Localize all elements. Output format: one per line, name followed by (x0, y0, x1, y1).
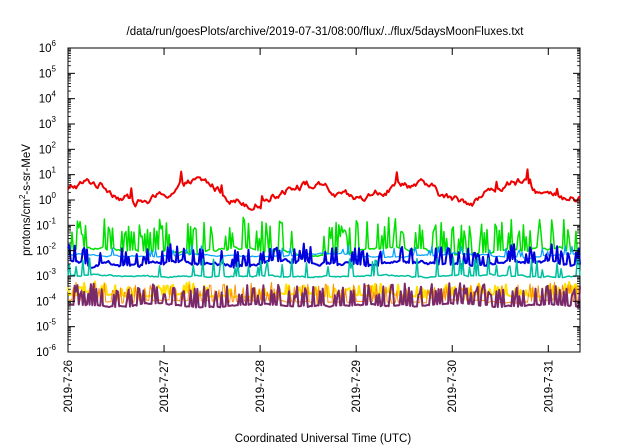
y-axis-label: protons/cm2-s-sr-MeV (18, 144, 33, 256)
y-tick-exp: -2 (49, 242, 57, 251)
y-tick-label: 10-1 (36, 216, 56, 232)
y-tick-label: 102 (39, 140, 57, 156)
y-tick-label: 104 (39, 90, 57, 106)
y-tick-exp: 3 (52, 115, 57, 124)
y-tick-base: 10 (39, 195, 52, 207)
x-tick-label: 2019-7-30 (447, 360, 459, 412)
y-tick-label: 10-5 (36, 318, 56, 334)
y-tick-label: 103 (39, 115, 57, 131)
y-tick-exp: -5 (49, 318, 57, 327)
y-tick-exp: 0 (52, 191, 57, 200)
y-axis-label-main: protons/cm (21, 199, 33, 256)
x-tick-label: 2019-7-28 (255, 360, 267, 412)
y-tick-label: 10-2 (36, 242, 56, 258)
series-line-3 (67, 244, 581, 260)
y-tick-base: 10 (39, 119, 52, 131)
y-tick-exp: -4 (49, 292, 57, 301)
y-axis-label-rest: -s-sr-MeV (21, 144, 33, 195)
y-axis: 10-610-510-410-310-210-11001011021031041… (36, 39, 580, 359)
series-layer (67, 168, 581, 309)
series-line-2 (67, 216, 581, 259)
y-tick-base: 10 (36, 322, 49, 334)
x-tick-label: 2019-7-27 (159, 360, 171, 412)
y-tick-base: 10 (39, 144, 52, 156)
x-tick-label: 2019-7-29 (351, 360, 363, 412)
y-tick-base: 10 (36, 347, 49, 359)
series-line-4 (67, 242, 581, 269)
y-tick-base: 10 (36, 271, 49, 283)
y-tick-label: 100 (39, 191, 57, 207)
y-tick-exp: 4 (52, 90, 57, 99)
y-tick-exp: 6 (52, 39, 57, 48)
y-tick-label: 10-4 (36, 292, 56, 308)
series-line-8 (67, 282, 581, 309)
y-tick-label: 10-3 (36, 267, 56, 283)
y-tick-base: 10 (39, 68, 52, 80)
chart-title: /data/run/goesPlots/archive/2019-07-31/0… (127, 26, 525, 38)
y-tick-exp: 1 (52, 166, 57, 175)
y-tick-exp: -3 (49, 267, 57, 276)
y-axis-label-sup: 2 (18, 194, 27, 199)
y-tick-label: 10-6 (36, 343, 56, 359)
y-tick-base: 10 (36, 220, 49, 232)
y-tick-label: 105 (39, 64, 57, 80)
y-tick-exp: 2 (52, 140, 57, 149)
x-axis-label: Coordinated Universal Time (UTC) (235, 433, 412, 445)
y-tick-base: 10 (39, 94, 52, 106)
series-line-5 (67, 256, 581, 279)
y-tick-base: 10 (39, 170, 52, 182)
x-tick-label: 2019-7-26 (63, 360, 75, 412)
series-line-1 (67, 168, 581, 211)
x-tick-label: 2019-7-31 (543, 360, 555, 412)
y-tick-label: 101 (39, 166, 57, 182)
x-axis: 2019-7-26 2019-7-27 2019-7-28 2019-7-29 2019… (63, 48, 555, 412)
y-tick-exp: -1 (49, 216, 57, 225)
y-tick-exp: -6 (49, 343, 57, 352)
y-tick-exp: 5 (52, 64, 57, 73)
y-tick-label: 106 (39, 39, 57, 55)
y-tick-base: 10 (36, 296, 49, 308)
y-tick-base: 10 (36, 246, 49, 258)
y-tick-base: 10 (39, 43, 52, 55)
